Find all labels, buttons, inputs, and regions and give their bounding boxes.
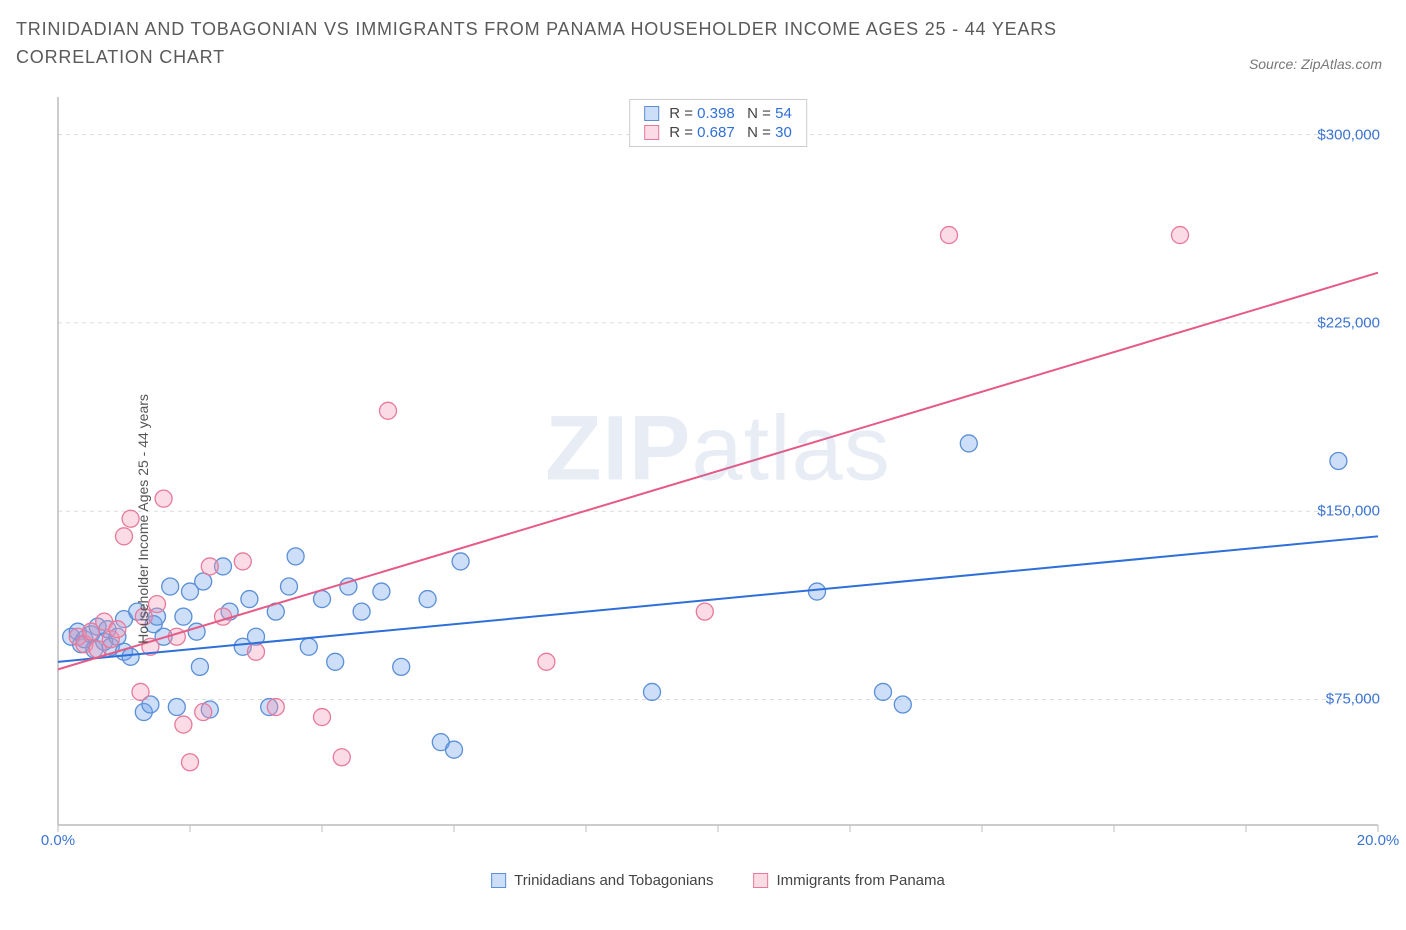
legend-swatch (644, 106, 659, 121)
legend-swatch (491, 873, 506, 888)
x-tick-label: 20.0% (1357, 832, 1400, 849)
legend-swatch (644, 125, 659, 140)
legend-label: Trinidadians and Tobagonians (514, 872, 713, 889)
correlation-legend: R = 0.398 N = 54R = 0.687 N = 30 (629, 99, 807, 147)
legend-row: R = 0.398 N = 54 (644, 104, 792, 123)
x-tick-label: 0.0% (41, 832, 75, 849)
y-tick-label: $300,000 (1317, 126, 1380, 143)
legend-swatch (753, 873, 768, 888)
legend-row: R = 0.687 N = 30 (644, 123, 792, 142)
chart-area: Householder Income Ages 25 - 44 years ZI… (48, 95, 1388, 865)
y-tick-label: $225,000 (1317, 314, 1380, 331)
y-tick-label: $75,000 (1326, 691, 1380, 708)
series-legend: Trinidadians and Tobagonians Immigrants f… (491, 872, 945, 889)
legend-item: Trinidadians and Tobagonians (491, 872, 713, 889)
legend-item: Immigrants from Panama (753, 872, 944, 889)
legend-label: Immigrants from Panama (776, 872, 944, 889)
y-axis-label: Householder Income Ages 25 - 44 years (135, 394, 151, 644)
source-attribution: Source: ZipAtlas.com (1249, 56, 1382, 72)
chart-title: TRINIDADIAN AND TOBAGONIAN VS IMMIGRANTS… (16, 16, 1136, 72)
scatter-plot (48, 95, 1388, 865)
y-tick-label: $150,000 (1317, 503, 1380, 520)
